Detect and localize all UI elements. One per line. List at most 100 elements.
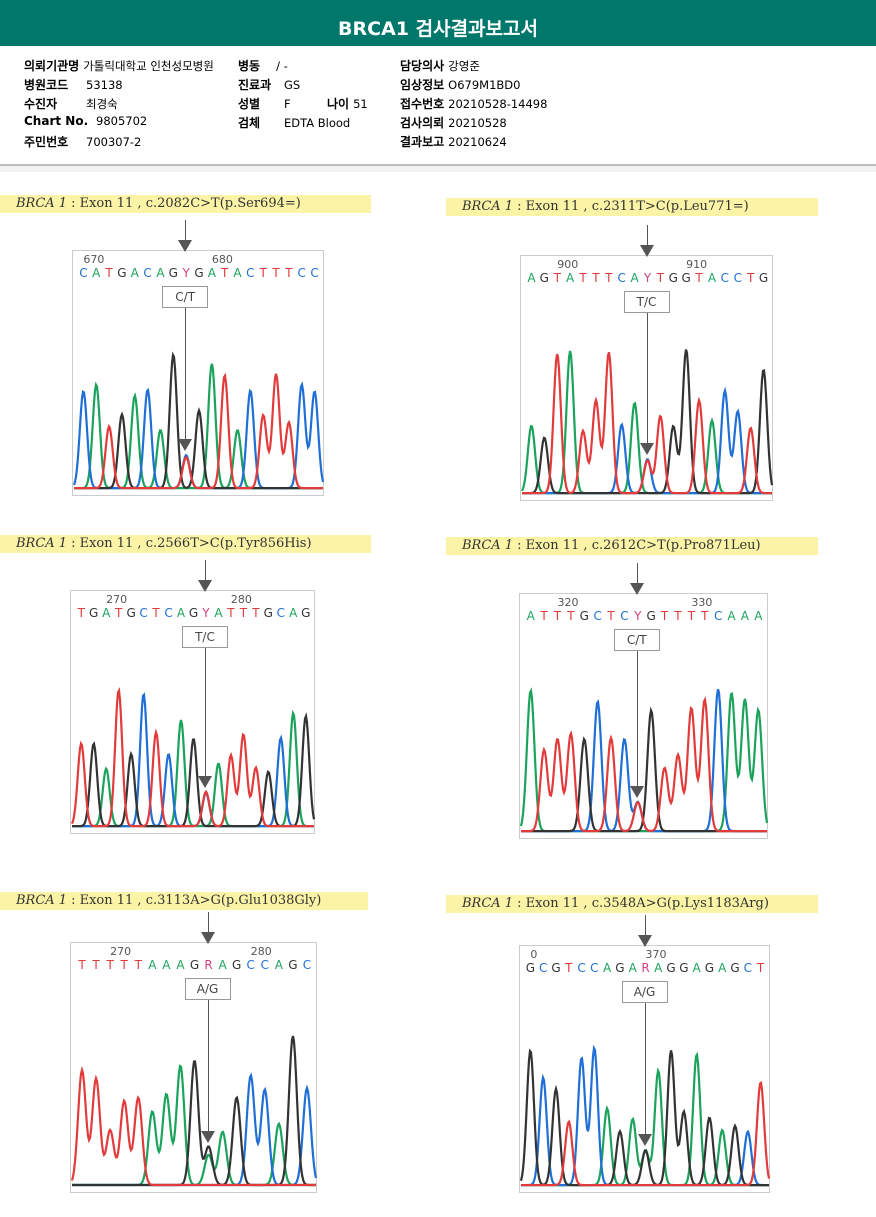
label: 성별 [238, 97, 261, 111]
trace-G [521, 706, 767, 833]
base-call: T [756, 961, 765, 975]
variant-description: : Exon 11 , c.2612C>T(p.Pro871Leu) [517, 538, 761, 553]
base-call: T [77, 958, 86, 972]
label: 주민번호 [24, 135, 69, 149]
hospital-code-field: 병원코드 53138 [24, 76, 123, 93]
base-call: G [730, 961, 739, 975]
pointer-line [185, 308, 187, 442]
position-label: 320 [557, 596, 578, 609]
base-call: T [104, 266, 113, 280]
clinical-info-field: 임상정보 O679M1BD0 [400, 76, 520, 93]
position-label: 370 [646, 948, 667, 961]
trace-T [521, 695, 767, 833]
position-label: 270 [106, 593, 127, 606]
base-call: A [527, 271, 536, 285]
label: 수진자 [24, 97, 58, 111]
value: 최경숙 [86, 97, 118, 111]
base-call: G [194, 266, 203, 280]
base-call: T [120, 958, 129, 972]
value: 강영준 [448, 59, 480, 73]
base-call: G [682, 271, 691, 285]
value: 9805702 [96, 114, 148, 128]
base-call: A [92, 266, 101, 280]
arrow-down-icon [178, 439, 193, 452]
base-call: A [219, 958, 228, 972]
base-call: T [151, 606, 160, 620]
base-call: C [590, 961, 598, 975]
base-call: T [656, 271, 665, 285]
base-call: T [539, 609, 548, 623]
base-call: Y [201, 606, 210, 620]
trace-C [72, 1072, 318, 1187]
resident-no-field: 주민번호 700307-2 [24, 133, 141, 150]
label: 임상정보 [400, 78, 445, 92]
label: 병원코드 [24, 78, 69, 92]
arrow-down-icon [197, 775, 212, 788]
variant-description: : Exon 11 , c.2311T>C(p.Leu771=) [517, 199, 749, 214]
pointer-line [207, 1000, 209, 1133]
trace-T [71, 687, 314, 828]
base-call: G [679, 961, 688, 975]
pointer-line [644, 915, 646, 939]
base-call: T [105, 958, 114, 972]
arrow-down-icon [637, 1134, 652, 1147]
arrow-down-icon [629, 785, 644, 798]
base-call: R [204, 958, 212, 972]
base-call: G [301, 606, 310, 620]
pointer-line [644, 1003, 646, 1137]
position-label: 910 [686, 258, 707, 271]
label: 나이 [327, 97, 350, 111]
gene-name: BRCA 1 [16, 196, 68, 211]
arrow-down-icon [629, 583, 644, 595]
arrow-down-icon [639, 443, 654, 456]
variant-call-box: C/T [613, 629, 660, 651]
base-call: C [721, 271, 729, 285]
base-call: T [251, 606, 260, 620]
base-call: C [593, 609, 601, 623]
base-call: T [91, 958, 100, 972]
base-call: C [277, 606, 285, 620]
base-call: T [591, 271, 600, 285]
base-call: C [539, 961, 547, 975]
base-call: T [660, 609, 669, 623]
base-call: A [741, 609, 750, 623]
base-call: G [288, 958, 297, 972]
base-call: C [620, 609, 628, 623]
base-call: G [264, 606, 273, 620]
variant-label: BRCA 1: Exon 11 , c.2566T>C(p.Tyr856His) [0, 535, 371, 553]
base-call: G [126, 606, 135, 620]
base-call: T [687, 609, 696, 623]
base-call: T [553, 609, 562, 623]
value: 가톨릭대학교 인천성모병원 [83, 59, 214, 73]
base-call: Y [181, 266, 190, 280]
base-call: G [526, 961, 535, 975]
base-call: T [220, 266, 229, 280]
base-call: A [603, 961, 612, 975]
base-call: A [727, 609, 736, 623]
gene-name: BRCA 1 [462, 896, 514, 911]
specimen-field: 검체 EDTA Blood [238, 114, 350, 131]
variant-call-box: T/C [181, 626, 228, 648]
base-call: T [259, 266, 268, 280]
base-call: T [566, 609, 575, 623]
base-call: A [275, 958, 284, 972]
base-call: T [226, 606, 235, 620]
base-call: G [89, 606, 98, 620]
base-call: C [303, 958, 311, 972]
report-date-field: 결과보고 20210624 [400, 133, 507, 150]
label: 접수번호 [400, 97, 445, 111]
trace-T [71, 1065, 316, 1187]
base-call: A [718, 961, 727, 975]
gene-name: BRCA 1 [16, 536, 68, 551]
variant-label: BRCA 1: Exon 11 , c.3548A>G(p.Lys1183Arg… [446, 895, 818, 913]
position-label: 280 [251, 945, 272, 958]
base-call: C [714, 609, 722, 623]
base-call: A [156, 266, 165, 280]
base-call: T [564, 961, 573, 975]
trace-plot: G C G T C C A G A R A G G A G A G C T0 370 [520, 948, 771, 1187]
base-call: T [604, 271, 613, 285]
patient-info: 의뢰기관명 가톨릭대학교 인천성모병원 병동 / - 병원코드 53138 수진자 최경… [0, 52, 876, 166]
